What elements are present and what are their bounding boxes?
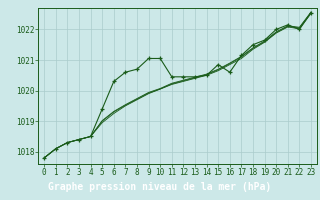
Text: Graphe pression niveau de la mer (hPa): Graphe pression niveau de la mer (hPa): [48, 181, 272, 192]
